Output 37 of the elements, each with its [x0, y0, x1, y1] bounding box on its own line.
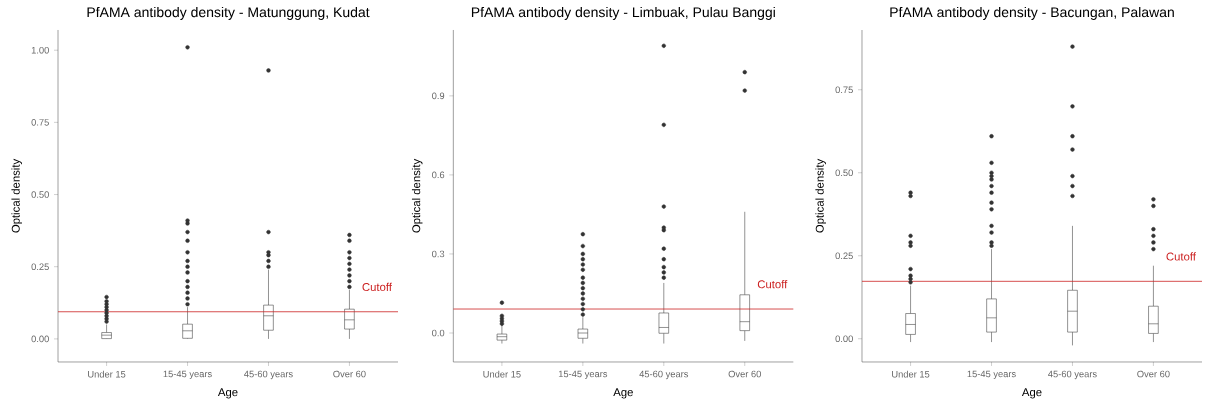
y-tick-label: 0.50 [835, 169, 853, 177]
ref-line-label: Cutoff [1166, 252, 1196, 261]
x-tick-label: 15-45 years [558, 370, 608, 380]
x-tick-label: Under 15 [88, 370, 126, 378]
x-tick-label: 15-45 years [163, 370, 212, 380]
x-tick-label: Under 15 [892, 370, 930, 378]
x-tick-label: Over 60 [728, 370, 761, 378]
y-tick-label: 0.9 [432, 92, 445, 100]
x-tick-label: Under 15 [483, 370, 521, 378]
chart-title: PfAMA antibody density - Matunggung, Kudat [87, 6, 370, 20]
x-axis-title: Age [1021, 388, 1042, 399]
chart-title: PfAMA antibody density - Limbuak, Pulau Banggi [471, 6, 775, 20]
y-tick-label: 0.3 [432, 250, 445, 258]
x-tick-label: 45-60 years [639, 370, 689, 380]
y-tick-label: 1.00 [31, 46, 49, 54]
y-axis-title: Optical density [11, 158, 22, 233]
x-tick-label: 45-60 years [244, 370, 293, 380]
y-axis-title: Optical density [411, 158, 423, 233]
y-tick-label: 0.25 [835, 252, 853, 260]
y-tick-label: 0.75 [31, 119, 49, 126]
x-axis-title: Age [217, 388, 238, 399]
x-axis-title: Age [613, 388, 633, 399]
y-tick-label: 0.25 [31, 263, 49, 271]
y-tick-label: 0.00 [835, 335, 853, 343]
y-tick-label: 0.50 [31, 191, 49, 198]
y-tick-label: 0.75 [835, 86, 853, 94]
y-tick-label: 0.00 [31, 335, 49, 343]
y-axis-title: Optical density [815, 158, 826, 233]
y-tick-label: 0.6 [432, 171, 445, 179]
ref-line-label: Cutoff [757, 280, 788, 289]
y-tick-label: 0.0 [432, 329, 445, 337]
chart-title: PfAMA antibody density - Bacungan, Palawan [890, 6, 1174, 20]
x-tick-label: Over 60 [333, 370, 366, 378]
x-tick-label: 45-60 years [1048, 370, 1097, 380]
ref-line-label: Cutoff [362, 282, 392, 292]
x-tick-label: Over 60 [1137, 370, 1170, 378]
x-tick-label: 15-45 years [967, 370, 1016, 380]
